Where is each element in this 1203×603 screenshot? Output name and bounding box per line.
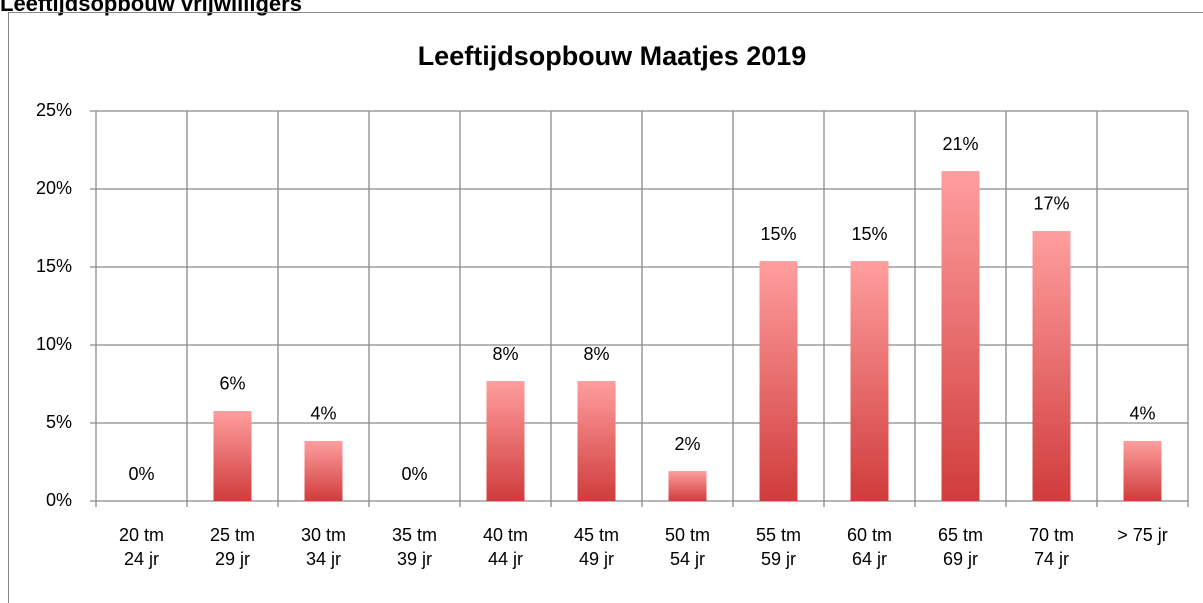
data-label: 4% <box>1129 404 1155 424</box>
x-tick-label: 25 tm 29 jr <box>209 525 256 569</box>
data-label: 8% <box>492 344 518 364</box>
x-tick-label: 50 tm 54 jr <box>664 525 711 569</box>
data-label: 0% <box>401 464 427 484</box>
x-tick-label: 65 tm 69 jr <box>937 525 984 569</box>
bar <box>850 261 889 501</box>
y-tick-label: 20% <box>36 178 72 198</box>
y-tick-label: 10% <box>36 334 72 354</box>
y-tick-label: 15% <box>36 256 72 276</box>
x-tick-label: 55 tm 59 jr <box>755 525 802 569</box>
bar <box>1032 230 1071 502</box>
x-tick-label: > 75 jr <box>1117 525 1168 545</box>
data-label: 4% <box>310 404 336 424</box>
x-tick-label: 20 tm 24 jr <box>118 525 165 569</box>
y-tick-label: 0% <box>46 490 72 510</box>
bar <box>577 381 616 501</box>
chart-frame <box>8 12 1203 603</box>
bar <box>759 261 798 501</box>
bar <box>941 171 980 501</box>
x-tick-label: 35 tm 39 jr <box>391 525 438 569</box>
x-tick-label: 30 tm 34 jr <box>300 525 347 569</box>
data-label: 21% <box>942 134 978 154</box>
bar <box>304 440 343 501</box>
data-label: 8% <box>583 344 609 364</box>
bar <box>213 410 252 501</box>
bar <box>668 471 707 501</box>
data-label: 2% <box>674 434 700 454</box>
x-tick-label: 60 tm 64 jr <box>846 525 893 569</box>
data-label: 15% <box>851 224 887 244</box>
data-label: 0% <box>128 464 154 484</box>
data-label: 6% <box>219 374 245 394</box>
bar <box>486 381 525 501</box>
chart: Leeftijdsopbouw Maatjes 2019 0% 5% 10% 15% 2… <box>36 41 1189 510</box>
bar <box>1123 440 1162 501</box>
x-tick-label: 70 tm 74 jr <box>1028 525 1075 569</box>
x-tick-label: 40 tm 44 jr <box>482 525 529 569</box>
y-tick-label: 5% <box>46 412 72 432</box>
y-tick-label: 25% <box>36 100 72 120</box>
data-label: 15% <box>760 224 796 244</box>
chart-title: Leeftijdsopbouw Maatjes 2019 <box>418 41 807 71</box>
data-label: 17% <box>1033 194 1069 214</box>
x-tick-label: 45 tm 49 jr <box>573 525 620 569</box>
